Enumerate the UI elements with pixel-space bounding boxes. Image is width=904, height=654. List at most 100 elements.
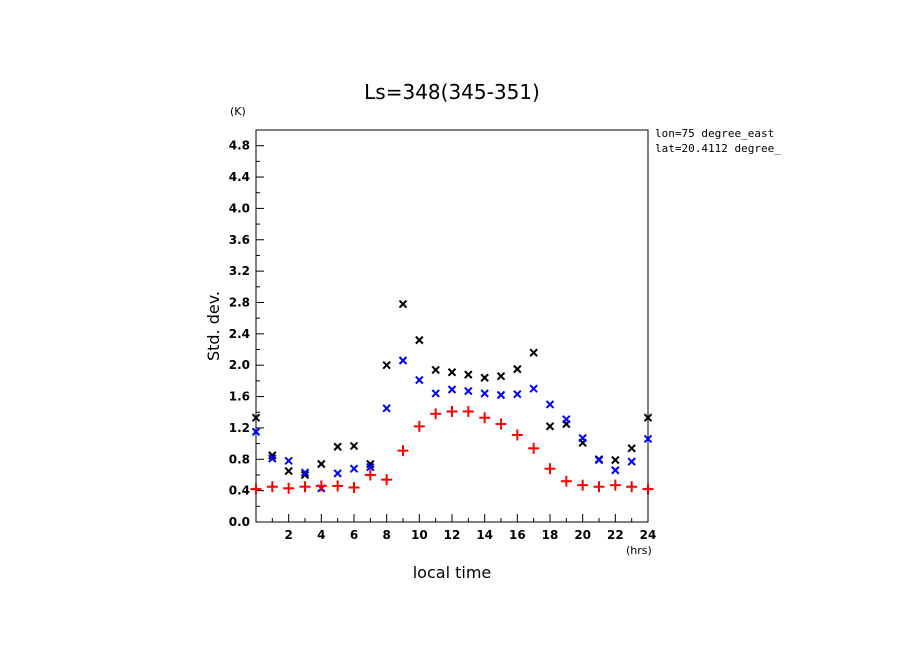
data-point-series-2 [544,463,556,475]
y-tick-label: 2.8 [229,295,250,309]
data-point-series-1 [496,390,506,400]
x-tick-label: 6 [350,528,358,542]
data-point-series-2 [430,408,442,420]
y-tick-label: 2.0 [229,358,250,372]
y-tick-label: 4.4 [229,170,250,184]
data-point-series-1 [611,466,620,475]
data-point-series-2 [495,418,507,430]
data-point-series-2 [315,480,327,492]
annotation-lat: lat=20.4112 degree_ [655,142,781,155]
data-point-series-2 [397,445,409,457]
data-point-series-1 [529,384,538,393]
data-point-series-1 [366,462,375,472]
data-point-series-0 [333,442,342,451]
x-tick-label: 14 [476,528,493,542]
data-point-series-2 [381,474,393,486]
y-axis-unit: (K) [230,105,246,118]
y-tick-label: 3.2 [229,264,250,278]
marks-layer [250,299,654,495]
data-point-series-0 [643,413,653,422]
x-tick-label: 22 [607,528,624,542]
data-point-series-0 [382,360,391,370]
data-point-series-2 [626,481,638,493]
y-tick-label: 1.2 [229,421,250,435]
data-point-series-0 [431,365,440,375]
data-point-series-1 [627,457,636,466]
data-point-series-2 [413,420,425,432]
data-point-series-0 [496,371,506,381]
data-point-series-2 [609,479,621,491]
plot-frame [255,129,649,523]
data-point-series-1 [251,427,261,437]
data-point-series-2 [283,482,295,494]
data-point-series-0 [366,459,375,469]
x-tick-label: 2 [284,528,292,542]
data-point-series-1 [447,385,457,394]
data-point-series-1 [415,375,424,385]
data-point-series-1 [398,356,408,365]
data-point-series-0 [349,441,359,451]
data-point-series-0 [480,373,489,382]
axes-layer: 0.0 0.4 0.8 1.2 1.6 2.0 2.4 2.8 3.2 3.6 4.0 4.4 4.8 2… [229,139,657,542]
y-tick-label: 0.8 [229,452,250,466]
data-point-series-0 [611,455,620,465]
data-point-series-2 [528,442,540,454]
data-point-series-1 [284,456,293,466]
data-point-series-2 [462,405,474,417]
chart-title: Ls=348(345-351) [364,80,540,104]
y-tick-label: 4.0 [229,201,250,215]
data-point-series-1 [300,468,310,477]
data-point-series-2 [446,405,458,417]
data-point-series-1 [349,464,359,473]
y-tick-label: 2.4 [229,327,250,341]
data-point-series-1 [268,454,277,463]
data-point-series-0 [284,466,293,476]
data-point-series-2 [577,479,589,491]
data-point-series-0 [398,299,408,309]
data-point-series-1 [464,386,473,396]
data-point-series-0 [464,370,473,379]
data-point-series-0 [545,422,555,431]
x-tick-label: 18 [542,528,559,542]
data-point-series-0 [415,335,424,345]
y-tick-label: 4.8 [229,139,250,153]
data-point-series-2 [593,481,605,493]
data-point-series-2 [250,483,262,495]
y-tick-label: 0.4 [229,484,250,498]
y-axis-title: Std. dev. [204,291,223,361]
data-point-series-2 [364,469,376,481]
data-point-series-1 [545,400,555,409]
data-point-series-0 [268,451,277,460]
x-tick-label: 8 [382,528,390,542]
x-tick-label: 24 [640,528,657,542]
data-point-series-2 [560,475,572,487]
data-point-series-2 [479,412,491,424]
data-point-series-1 [431,389,440,398]
data-point-series-1 [594,455,604,465]
x-tick-label: 4 [317,528,325,542]
data-point-series-2 [266,481,278,493]
data-point-series-0 [251,413,261,422]
x-tick-label: 12 [444,528,461,542]
data-point-series-2 [332,480,344,492]
data-point-series-0 [317,459,326,469]
data-point-series-1 [382,404,391,413]
data-point-series-0 [513,364,522,374]
y-tick-label: 3.6 [229,233,250,247]
data-point-series-2 [511,429,523,441]
data-point-series-1 [480,389,489,398]
y-tick-label: 1.6 [229,390,250,404]
x-tick-label: 10 [411,528,428,542]
data-point-series-2 [348,482,360,494]
x-tick-label: 16 [509,528,526,542]
x-axis-unit: (hrs) [626,544,652,557]
data-point-series-1 [578,433,587,443]
annotation-lon: lon=75 degree_east [655,127,774,140]
data-point-series-1 [562,415,571,424]
data-point-series-0 [300,470,310,480]
data-point-series-1 [333,469,342,478]
data-point-series-0 [529,348,538,357]
data-point-series-2 [299,481,311,493]
data-point-series-2 [642,483,654,495]
